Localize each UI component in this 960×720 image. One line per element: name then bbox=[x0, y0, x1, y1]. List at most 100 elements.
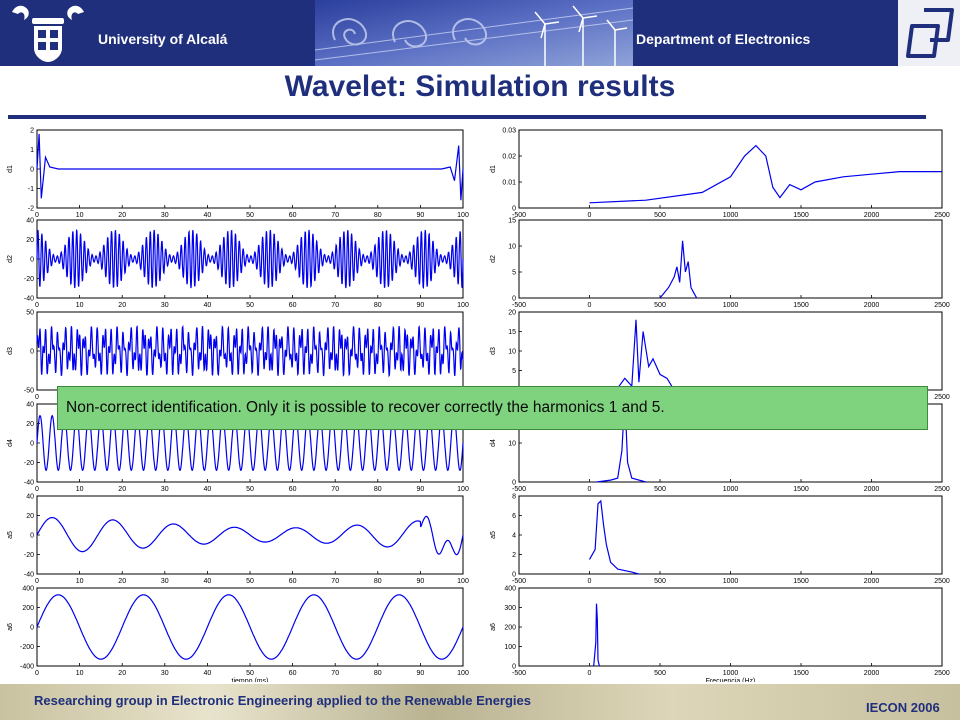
y-tick-label: 0 bbox=[512, 206, 516, 213]
y-axis-label: d3 bbox=[7, 347, 14, 355]
signal-trace-d1 bbox=[589, 144, 942, 204]
signal-trace-d3 bbox=[589, 319, 675, 391]
y-tick-label: 0 bbox=[512, 572, 516, 579]
x-tick-label: 90 bbox=[417, 578, 425, 585]
x-tick-label: 70 bbox=[331, 302, 339, 309]
x-tick-label: 90 bbox=[417, 670, 425, 677]
x-tick-label: 500 bbox=[654, 578, 666, 585]
y-axis-label: d1 bbox=[7, 165, 14, 173]
signal-trace-d2 bbox=[659, 240, 698, 299]
y-tick-label: 0.02 bbox=[502, 154, 516, 161]
y-tick-label: 0 bbox=[30, 257, 34, 264]
x-tick-label: 50 bbox=[246, 670, 254, 677]
y-tick-label: -1 bbox=[28, 186, 34, 193]
x-tick-label: 1500 bbox=[793, 302, 809, 309]
y-tick-label: 20 bbox=[26, 421, 34, 428]
y-tick-label: -200 bbox=[20, 644, 34, 651]
y-tick-label: 100 bbox=[504, 644, 516, 651]
y-tick-label: 20 bbox=[508, 310, 516, 317]
y-tick-label: 400 bbox=[22, 586, 34, 593]
y-tick-label: 0 bbox=[30, 167, 34, 174]
x-tick-label: 0 bbox=[35, 302, 39, 309]
x-tick-label: 70 bbox=[331, 578, 339, 585]
y-tick-label: 6 bbox=[512, 513, 516, 520]
y-tick-label: 40 bbox=[26, 218, 34, 225]
y-axis-label: a6 bbox=[7, 623, 14, 631]
x-tick-label: 2500 bbox=[934, 212, 950, 219]
x-tick-label: 20 bbox=[118, 486, 126, 493]
x-tick-label: 1500 bbox=[793, 578, 809, 585]
x-tick-label: 100 bbox=[457, 578, 469, 585]
x-tick-label: 50 bbox=[246, 578, 254, 585]
y-tick-label: 0.01 bbox=[502, 180, 516, 187]
y-tick-label: 0 bbox=[30, 441, 34, 448]
y-axis-label: d2 bbox=[7, 255, 14, 263]
y-tick-label: 10 bbox=[508, 349, 516, 356]
x-tick-label: 2000 bbox=[864, 212, 880, 219]
y-tick-label: -40 bbox=[24, 296, 34, 303]
x-tick-label: -500 bbox=[512, 578, 526, 585]
x-tick-label: 500 bbox=[654, 670, 666, 677]
x-tick-label: 1000 bbox=[723, 212, 739, 219]
y-tick-label: -2 bbox=[28, 206, 34, 213]
x-axis-label: tiempo (ms) bbox=[232, 678, 269, 682]
y-tick-label: 50 bbox=[26, 310, 34, 317]
plot-frame bbox=[518, 311, 943, 391]
x-tick-label: 40 bbox=[204, 670, 212, 677]
x-tick-label: 1000 bbox=[723, 486, 739, 493]
x-tick-label: 2500 bbox=[934, 302, 950, 309]
y-axis-label: a5 bbox=[490, 531, 497, 539]
signal-trace-a6 bbox=[593, 603, 600, 667]
header-bar: University of Alcalá bbox=[0, 0, 960, 66]
x-tick-label: 50 bbox=[246, 212, 254, 219]
x-tick-label: 0 bbox=[35, 212, 39, 219]
x-tick-label: 0 bbox=[35, 670, 39, 677]
signal-trace-a5 bbox=[588, 499, 640, 575]
x-tick-label: 0 bbox=[588, 212, 592, 219]
x-tick-label: 30 bbox=[161, 486, 169, 493]
x-tick-label: 50 bbox=[246, 302, 254, 309]
x-tick-label: 40 bbox=[204, 578, 212, 585]
x-tick-label: 100 bbox=[457, 670, 469, 677]
x-tick-label: 30 bbox=[161, 670, 169, 677]
x-tick-label: 20 bbox=[118, 302, 126, 309]
x-tick-label: 1000 bbox=[723, 670, 739, 677]
x-tick-label: 2500 bbox=[934, 578, 950, 585]
signal-trace-d3 bbox=[36, 324, 464, 378]
x-tick-label: 20 bbox=[118, 670, 126, 677]
x-tick-label: 0 bbox=[588, 578, 592, 585]
y-tick-label: -20 bbox=[24, 460, 34, 467]
x-tick-label: 40 bbox=[204, 212, 212, 219]
x-tick-label: 40 bbox=[204, 486, 212, 493]
y-tick-label: 4 bbox=[512, 533, 516, 540]
slide-title: Wavelet: Simulation results bbox=[284, 70, 676, 103]
y-axis-label: a6 bbox=[490, 623, 497, 631]
x-tick-label: 60 bbox=[289, 486, 297, 493]
university-crest-icon bbox=[12, 5, 84, 62]
y-axis-label: d1 bbox=[490, 165, 497, 173]
y-tick-label: 0 bbox=[30, 533, 34, 540]
x-tick-label: 2500 bbox=[934, 670, 950, 677]
y-axis-label: d2 bbox=[490, 255, 497, 263]
y-tick-label: 5 bbox=[512, 368, 516, 375]
y-tick-label: 200 bbox=[22, 605, 34, 612]
x-tick-label: 80 bbox=[374, 302, 382, 309]
x-tick-label: 30 bbox=[161, 302, 169, 309]
x-tick-label: 70 bbox=[331, 486, 339, 493]
x-tick-label: -500 bbox=[512, 302, 526, 309]
x-tick-label: 2000 bbox=[864, 302, 880, 309]
x-tick-label: 90 bbox=[417, 212, 425, 219]
x-tick-label: 20 bbox=[118, 212, 126, 219]
university-name: University of Alcalá bbox=[98, 31, 228, 47]
x-axis-label: Frecuencia (Hz) bbox=[706, 678, 756, 682]
signal-trace-a6 bbox=[36, 594, 464, 660]
y-axis-label: d3 bbox=[490, 347, 497, 355]
x-tick-label: 80 bbox=[374, 670, 382, 677]
footer-conference: IECON 2006 bbox=[866, 700, 940, 715]
x-tick-label: 500 bbox=[654, 302, 666, 309]
x-tick-label: 60 bbox=[289, 302, 297, 309]
x-tick-label: 80 bbox=[374, 578, 382, 585]
x-tick-label: 60 bbox=[289, 212, 297, 219]
x-tick-label: 1500 bbox=[793, 486, 809, 493]
y-tick-label: -20 bbox=[24, 552, 34, 559]
